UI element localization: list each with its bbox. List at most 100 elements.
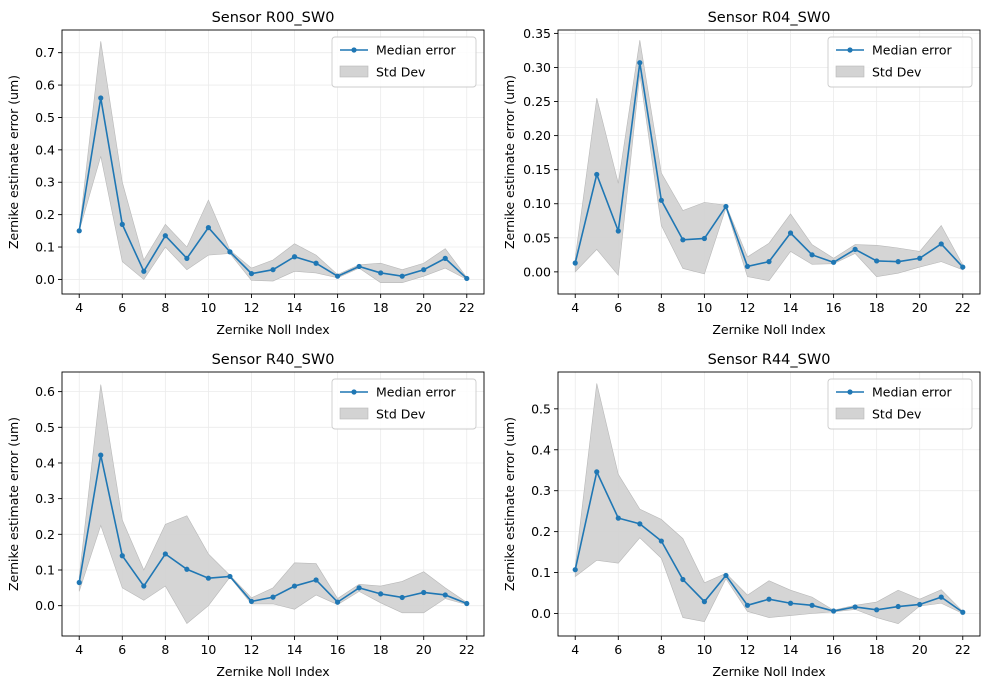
y-tick-label: 0.4: [531, 442, 551, 457]
median-error-point: [291, 254, 298, 260]
y-tick-label: 0.4: [35, 455, 55, 470]
x-tick-label: 4: [571, 300, 579, 315]
legend-label-std: Std Dev: [376, 65, 426, 80]
median-error-point: [852, 246, 858, 252]
median-error-point: [787, 600, 794, 606]
y-tick-label: 0.6: [35, 384, 55, 399]
median-error-point: [615, 228, 621, 234]
x-tick-label: 12: [740, 642, 756, 657]
axes-frame: [61, 29, 485, 295]
legend-label-median: Median error: [872, 43, 953, 58]
x-tick-label: 22: [459, 300, 475, 315]
legend-marker-swatch: [847, 47, 853, 53]
median-error-point: [442, 255, 448, 261]
median-error-point: [723, 572, 729, 579]
chart-title: Sensor R44_SW0: [708, 352, 831, 368]
x-tick-label: 6: [118, 300, 126, 315]
median-error-point: [960, 264, 966, 270]
axes-frame: [557, 29, 981, 295]
x-tick-label: 22: [459, 642, 475, 657]
x-tick-label: 6: [614, 642, 622, 657]
median-error-point: [895, 259, 901, 265]
median-error-point: [270, 594, 276, 600]
median-error-point: [141, 583, 147, 589]
median-error-point: [830, 608, 837, 614]
median-error-point: [227, 249, 233, 255]
median-error-point: [227, 573, 233, 580]
legend-band-swatch: [339, 65, 369, 78]
median-error-point: [572, 260, 578, 266]
x-tick-label: 12: [244, 642, 260, 657]
x-tick-label: 14: [287, 300, 303, 315]
y-tick-label: 0.1: [35, 563, 55, 578]
median-error-point: [701, 235, 708, 242]
y-tick-label: 0.0: [35, 598, 55, 613]
subplot-4: 4 6 8 10 12 14 16 18 20 22 0.0 0.1 0.2 0.3 0.4 0.5 Senso…: [502, 352, 981, 679]
median-error-point: [356, 585, 362, 591]
y-tick-label: 0.2: [35, 527, 55, 542]
x-tick-label: 8: [161, 300, 169, 315]
median-error-point: [378, 591, 384, 597]
x-tick-label: 20: [912, 642, 928, 657]
x-tick-label: 4: [75, 642, 83, 657]
legend-marker-swatch: [351, 389, 357, 395]
x-axis-label: Zernike Noll Index: [216, 322, 329, 337]
median-error-point: [98, 95, 104, 101]
x-tick-label: 20: [912, 300, 928, 315]
y-tick-label: 0.5: [35, 110, 55, 125]
median-error-point: [874, 607, 880, 613]
median-error-point: [809, 602, 815, 608]
x-tick-label: 10: [200, 642, 216, 657]
median-error-point: [98, 452, 104, 458]
x-axis-label: Zernike Noll Index: [216, 664, 329, 679]
legend-label-median: Median error: [872, 385, 953, 400]
legend: Median error Std Dev: [827, 36, 973, 88]
x-tick-label: 22: [955, 300, 971, 315]
y-tick-label: 0.2: [531, 524, 551, 539]
x-axis-label: Zernike Noll Index: [712, 322, 825, 337]
y-axis-label: Zernike estimate error (um): [6, 75, 21, 249]
x-tick-label: 6: [614, 300, 622, 315]
median-error-point: [809, 252, 815, 258]
x-tick-label: 22: [955, 642, 971, 657]
y-tick-label: 0.3: [35, 491, 55, 506]
x-tick-label: 8: [161, 642, 169, 657]
median-error-point: [76, 228, 82, 234]
subplot-2: 4 6 8 10 12 14 16 18 20 22 0.00 0.05 0.10 0.15 0.20 0.2…: [502, 10, 981, 337]
y-tick-label: 0.20: [523, 128, 551, 143]
y-tick-label: 0.35: [523, 26, 551, 41]
x-tick-label: 10: [696, 300, 712, 315]
y-tick-label: 0.2: [35, 207, 55, 222]
y-axis-label: Zernike estimate error (um): [502, 75, 517, 249]
median-error-point: [378, 270, 384, 276]
chart-title: Sensor R04_SW0: [708, 10, 831, 26]
y-tick-label: 0.0: [531, 606, 551, 621]
subplot-3: 4 6 8 10 12 14 16 18 20 22 0.0 0.1 0.2 0.3 0.4 0.5 0.6 Se…: [6, 352, 485, 679]
median-error-point: [334, 599, 341, 605]
x-tick-label: 8: [657, 300, 665, 315]
x-tick-label: 12: [244, 300, 260, 315]
legend: Median error Std Dev: [331, 36, 477, 88]
legend-label-std: Std Dev: [872, 407, 922, 422]
axes-frame: [61, 371, 485, 637]
median-error-point: [766, 259, 772, 265]
median-error-point: [852, 604, 858, 610]
y-tick-label: 0.3: [35, 175, 55, 190]
median-error-point: [917, 601, 923, 608]
median-error-point: [680, 576, 686, 583]
y-tick-label: 0.3: [531, 483, 551, 498]
legend-label-median: Median error: [376, 385, 457, 400]
median-error-point: [205, 575, 212, 581]
median-error-point: [162, 233, 168, 239]
median-error-point: [895, 603, 901, 610]
x-tick-label: 14: [783, 300, 799, 315]
legend-band-swatch: [835, 65, 865, 78]
median-error-point: [744, 602, 751, 608]
median-error-point: [830, 259, 837, 265]
median-error-point: [723, 203, 729, 210]
legend-marker-swatch: [351, 47, 357, 53]
median-error-point: [334, 273, 341, 279]
median-error-point: [938, 241, 944, 247]
legend-band-swatch: [835, 407, 865, 420]
x-tick-label: 14: [783, 642, 799, 657]
